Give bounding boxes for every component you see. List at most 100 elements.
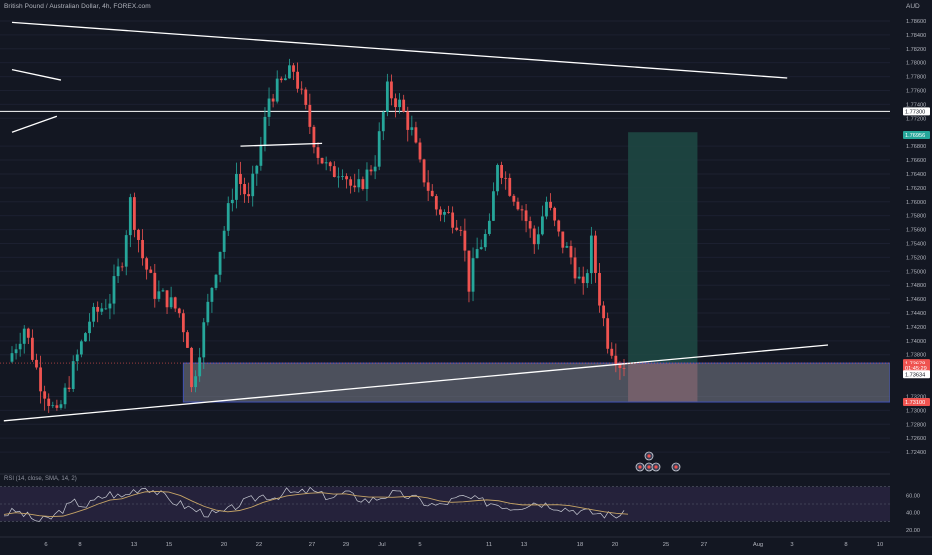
candle	[610, 342, 614, 359]
candle-body	[35, 359, 38, 368]
candle	[67, 376, 71, 392]
candle-body	[116, 266, 120, 277]
candle-body	[26, 328, 30, 338]
candle	[385, 73, 389, 117]
candle	[341, 169, 344, 181]
candle	[10, 346, 14, 364]
candle-body	[365, 169, 369, 189]
candle	[353, 173, 357, 193]
price-tick-label: 1.73800	[906, 353, 926, 359]
candle	[55, 399, 59, 411]
candle	[577, 267, 581, 280]
candle	[369, 165, 373, 176]
price-tick-label: 1.74600	[906, 297, 926, 303]
candle-body	[512, 195, 516, 202]
candle	[133, 192, 136, 238]
candle	[31, 329, 34, 362]
candle-body	[341, 176, 344, 177]
price-tag	[903, 107, 930, 116]
candle	[373, 155, 377, 180]
time-tick-label: 13	[521, 542, 527, 548]
candle-body	[18, 343, 22, 350]
candle-body	[516, 201, 520, 210]
candle-body	[22, 328, 26, 344]
candle-body	[320, 157, 324, 164]
candle	[243, 177, 246, 203]
candle	[410, 115, 414, 136]
candle-body	[186, 332, 189, 348]
candle-body	[459, 229, 463, 231]
time-tick-label: 6	[44, 542, 47, 548]
candle-body	[88, 321, 91, 334]
candle	[463, 218, 467, 262]
candle	[589, 226, 593, 284]
candle-body	[267, 98, 271, 117]
candle-body	[463, 230, 467, 251]
candle-body	[296, 71, 299, 89]
candle-body	[247, 194, 251, 197]
candle-body	[239, 173, 242, 185]
candle-body	[141, 239, 144, 259]
price-tick-label: 1.75400	[906, 241, 926, 247]
candle	[35, 353, 38, 370]
price-tag-label: 1.76956	[905, 133, 925, 139]
candle-body	[496, 164, 499, 192]
candle	[251, 165, 255, 207]
candle-body	[169, 297, 173, 308]
candle	[622, 358, 626, 377]
candle-body	[124, 235, 128, 267]
candle-body	[594, 235, 597, 273]
candle-body	[14, 349, 18, 354]
candle-body	[430, 190, 434, 197]
candle-body	[243, 184, 246, 195]
candles	[10, 58, 626, 413]
candle-body	[504, 177, 508, 179]
candle-body	[328, 162, 332, 167]
candle	[406, 106, 410, 142]
candle-body	[31, 337, 34, 360]
trendline	[11, 68, 62, 81]
candle	[332, 161, 336, 178]
candle	[569, 240, 573, 265]
candle	[365, 162, 369, 202]
price-tick-label: 1.76200	[906, 186, 926, 192]
candle	[377, 122, 381, 171]
candle	[328, 160, 332, 172]
candle	[541, 205, 544, 236]
candle	[145, 256, 149, 280]
candle	[18, 332, 22, 357]
candle	[573, 247, 577, 284]
time-tick-label: 18	[577, 542, 583, 548]
candle-body	[581, 276, 585, 284]
candle	[594, 230, 597, 283]
rsi-tick-label: 20.00	[906, 528, 920, 534]
candle-body	[312, 126, 316, 148]
candle	[308, 93, 312, 134]
candle	[63, 383, 67, 409]
candle-body	[406, 111, 410, 130]
candle-body	[487, 220, 491, 234]
candle-body	[443, 211, 446, 215]
candle	[43, 385, 47, 411]
candle	[508, 173, 512, 197]
candle-body	[361, 179, 365, 189]
candle-body	[455, 227, 459, 230]
candle	[14, 343, 18, 360]
candle	[422, 158, 426, 187]
candle	[487, 213, 491, 236]
candle-body	[173, 297, 177, 309]
event-flag-dot	[647, 465, 651, 469]
price-axis: 1.78600 1.78400 1.78200 1.78000 1.77800 1.776…	[890, 0, 932, 550]
candle-body	[483, 233, 487, 248]
candle-body	[181, 313, 185, 333]
candle	[292, 63, 295, 81]
candle-body	[536, 234, 540, 245]
candle	[239, 161, 242, 196]
candle-body	[137, 229, 140, 240]
candle-body	[47, 398, 51, 406]
candle-body	[222, 230, 226, 252]
candle-body	[618, 364, 622, 368]
